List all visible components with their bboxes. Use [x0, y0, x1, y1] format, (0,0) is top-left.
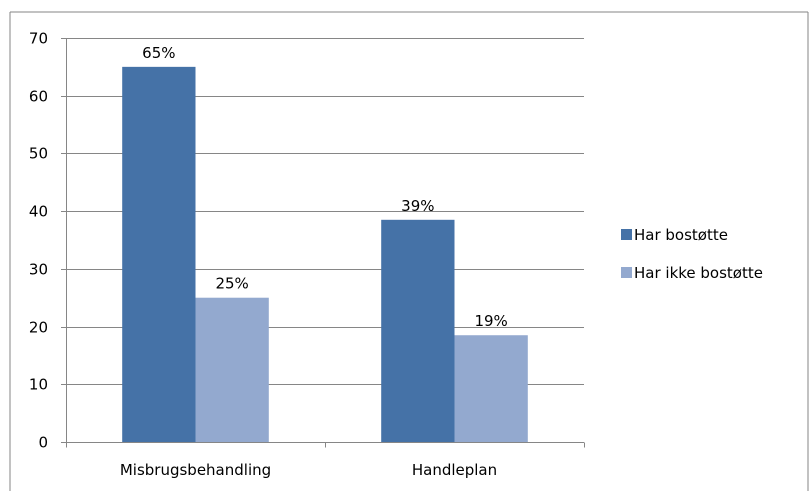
legend-label: Har ikke bostøtte [634, 264, 763, 282]
bar [381, 219, 455, 442]
x-axis: Misbrugsbehandling Handleplan [66, 442, 585, 479]
data-label: 65% [142, 44, 175, 62]
legend: Har bostøtte Har ikke bostøtte [621, 226, 763, 282]
y-tick-label: 20 [29, 319, 48, 337]
y-tick-label: 70 [29, 30, 48, 48]
y-tick-label: 10 [29, 376, 48, 394]
y-axis: 0 10 20 30 40 50 60 70 [29, 30, 67, 452]
legend-swatch [621, 229, 632, 240]
legend-swatch [621, 267, 632, 278]
data-label: 25% [215, 275, 248, 293]
bar [454, 335, 528, 442]
y-tick-label: 0 [38, 434, 48, 452]
data-label: 19% [474, 312, 507, 330]
x-tick-label: Handleplan [412, 461, 497, 479]
bar [122, 66, 196, 442]
bar [195, 297, 269, 442]
data-labels: 65% 25% 39% 19% [142, 44, 508, 330]
y-tick-label: 50 [29, 145, 48, 163]
y-tick-label: 60 [29, 88, 48, 106]
y-tick-label: 40 [29, 203, 48, 221]
legend-label: Har bostøtte [634, 226, 728, 244]
y-tick-label: 30 [29, 261, 48, 279]
x-tick-label: Misbrugsbehandling [120, 461, 271, 479]
data-label: 39% [401, 197, 434, 215]
bars [122, 66, 528, 442]
